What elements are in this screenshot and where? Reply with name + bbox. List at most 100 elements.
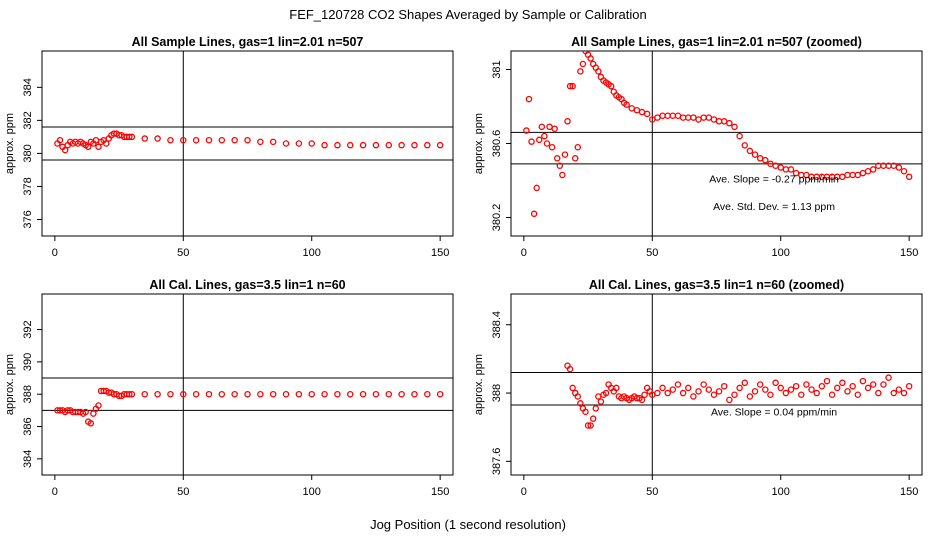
data-point: [654, 114, 661, 121]
data-point: [808, 386, 815, 393]
data-point: [705, 386, 713, 393]
data-point: [751, 388, 759, 395]
data-point: [628, 105, 635, 112]
data-point: [61, 146, 69, 154]
data-point: [659, 112, 666, 120]
y-tick-label: 387.6: [491, 448, 503, 476]
data-point: [192, 136, 200, 144]
data-point: [849, 171, 856, 179]
data-point: [587, 55, 594, 62]
data-point: [231, 136, 238, 144]
data-point: [700, 381, 707, 388]
data-point: [641, 391, 648, 398]
data-point: [569, 82, 576, 90]
data-point: [633, 106, 641, 114]
data-point: [900, 389, 908, 397]
data-point: [574, 393, 582, 400]
panel-2: All Sample Lines, gas=1 lin=2.01 n=507 (…: [473, 35, 923, 259]
data-point: [321, 390, 328, 398]
data-point: [141, 390, 148, 398]
data-point: [798, 391, 805, 398]
data-point: [282, 140, 290, 147]
data-point: [828, 391, 836, 398]
annotation-text: Ave. Slope = -0.27 ppm/min: [709, 173, 839, 185]
panel-title: All Cal. Lines, gas=3.5 lin=1 n=60: [149, 278, 345, 292]
data-point: [854, 171, 862, 179]
data-point: [895, 386, 903, 393]
x-axis-label: Jog Position (1 second resolution): [370, 517, 566, 532]
data-point: [584, 422, 592, 429]
x-tick-label: 0: [521, 486, 527, 498]
y-tick-label: 392: [22, 320, 34, 338]
data-point: [726, 119, 733, 127]
data-point: [864, 167, 872, 175]
y-tick-label: 388: [22, 385, 34, 403]
data-point: [607, 82, 615, 90]
data-point: [411, 141, 418, 149]
data-point: [751, 151, 759, 158]
data-point: [684, 114, 692, 121]
data-point: [803, 381, 810, 388]
data-point: [736, 384, 743, 392]
data-point: [767, 391, 774, 398]
data-point: [102, 140, 110, 147]
panel-title: All Sample Lines, gas=1 lin=2.01 n=507: [132, 35, 364, 49]
x-tick-label: 50: [646, 486, 658, 498]
data-point: [528, 138, 535, 145]
data-point: [589, 415, 597, 422]
data-point: [823, 377, 831, 385]
data-point: [859, 377, 867, 385]
data-point: [746, 393, 754, 400]
data-points: [54, 130, 444, 154]
y-tick-label: 380.2: [491, 204, 503, 232]
data-point: [715, 118, 723, 125]
data-point: [559, 171, 566, 179]
data-point: [880, 381, 887, 388]
y-axis-label: approx. ppm: [4, 113, 16, 174]
data-point: [905, 382, 913, 390]
data-point: [731, 123, 738, 131]
data-point: [525, 95, 533, 103]
data-point: [602, 389, 610, 397]
data-point: [726, 396, 733, 404]
x-tick-label: 150: [900, 486, 918, 498]
data-point: [556, 162, 564, 169]
y-tick-label: 378: [22, 177, 34, 195]
y-tick-label: 388: [491, 384, 503, 402]
panel-4: All Cal. Lines, gas=3.5 lin=1 n=60 (zoom…: [473, 278, 923, 498]
data-point: [538, 123, 546, 131]
x-tick-label: 100: [303, 486, 321, 498]
data-point: [869, 166, 877, 173]
data-point: [674, 112, 682, 120]
x-tick-label: 50: [177, 486, 189, 498]
data-point: [308, 140, 315, 147]
data-point: [436, 390, 444, 398]
data-point: [595, 68, 602, 75]
data-point: [359, 390, 367, 398]
y-tick-label: 390: [22, 353, 34, 371]
data-point: [84, 143, 92, 151]
data-point: [762, 386, 769, 393]
data-point: [695, 388, 702, 395]
figure-title: FEF_120728 CO2 Shapes Averaged by Sample…: [289, 7, 646, 22]
data-point: [756, 155, 764, 162]
data-point: [574, 143, 582, 151]
data-points: [564, 362, 913, 429]
data-point: [569, 384, 576, 392]
data-point: [900, 167, 908, 175]
data-point: [295, 140, 303, 147]
data-point: [95, 143, 102, 151]
data-point: [839, 379, 846, 387]
data-point: [561, 151, 569, 158]
data-point: [334, 390, 341, 398]
data-point: [839, 173, 846, 181]
data-point: [218, 136, 226, 144]
data-point: [257, 390, 264, 398]
x-tick-label: 0: [521, 247, 527, 259]
data-point: [782, 166, 790, 173]
data-point: [126, 133, 133, 141]
data-point: [154, 135, 161, 142]
data-point: [756, 381, 764, 388]
y-tick-label: 388.4: [491, 311, 503, 339]
